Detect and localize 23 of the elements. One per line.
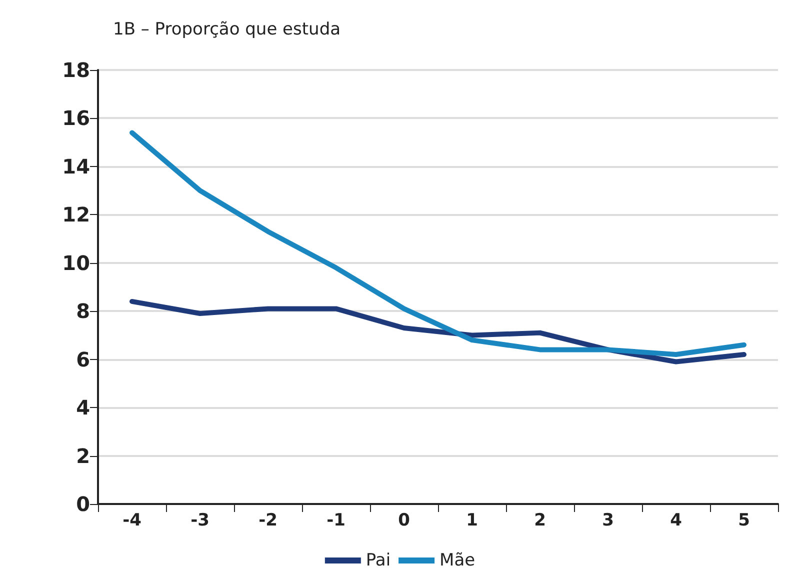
y-tick-label: 16 (62, 106, 90, 130)
x-tick-label: 5 (738, 510, 750, 530)
y-tick-label: 8 (76, 299, 90, 324)
x-tick-label: -2 (258, 510, 278, 530)
y-tick-label: 14 (62, 154, 90, 178)
x-tick-label: 4 (670, 510, 682, 530)
x-tick-label: 1 (466, 510, 478, 530)
x-tick-label: 2 (534, 510, 546, 530)
x-tick-label: -1 (326, 510, 346, 530)
y-tick-label: 10 (62, 250, 90, 275)
y-tick-label: 18 (62, 58, 90, 82)
y-tick-label: 4 (76, 396, 90, 420)
y-tick-label: 2 (76, 444, 90, 468)
x-tick-label: -3 (190, 510, 210, 530)
legend-label: Mãe (440, 550, 476, 570)
legend-label: Pai (366, 550, 391, 570)
chart-title: 1B – Proporção que estuda (113, 20, 341, 40)
y-tick-label: 12 (62, 202, 90, 227)
x-tick-label: 0 (398, 510, 410, 530)
y-tick-label: 0 (76, 492, 90, 516)
y-tick-label: 6 (76, 347, 90, 372)
x-tick-label: -4 (122, 510, 142, 530)
x-tick-label: 3 (602, 510, 614, 530)
